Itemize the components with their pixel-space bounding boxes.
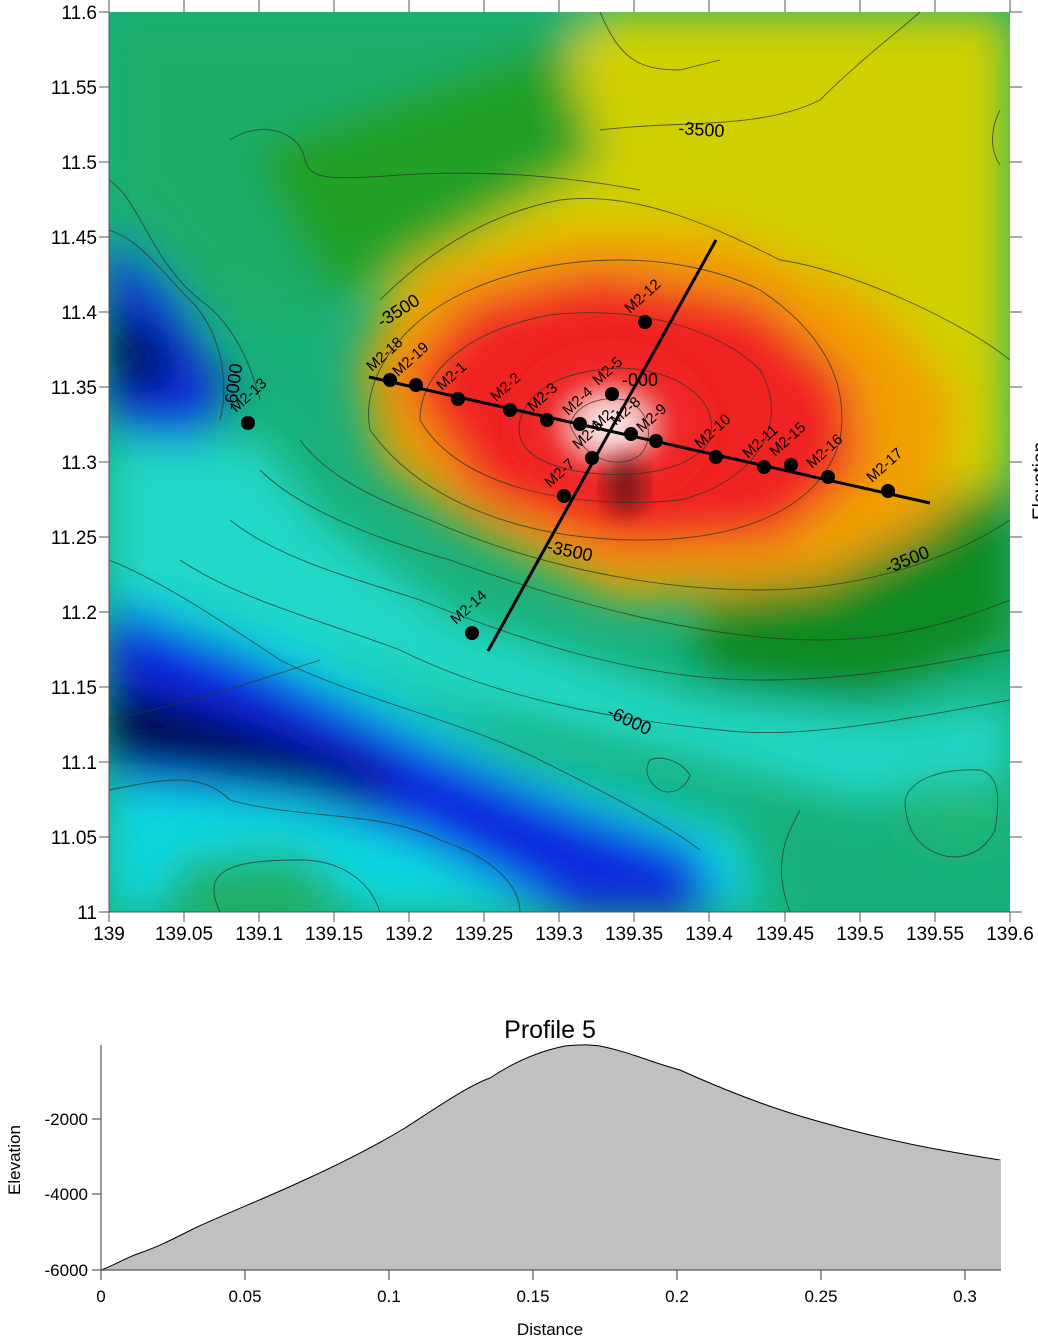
svg-text:139.5: 139.5 <box>836 924 884 945</box>
svg-text:11.5: 11.5 <box>61 153 97 174</box>
map-axes <box>99 0 1022 922</box>
svg-text:139.35: 139.35 <box>605 924 663 945</box>
map-raster: M2-18 M2-19 M2-1 M2-2 M2-3 M2-4 M2-5 M2-… <box>109 12 1010 912</box>
svg-text:11.4: 11.4 <box>61 303 97 324</box>
svg-text:11.25: 11.25 <box>51 528 97 549</box>
profile-area <box>100 1044 1001 1271</box>
svg-text:139.4: 139.4 <box>685 924 733 945</box>
svg-text:0.1: 0.1 <box>377 1287 401 1306</box>
map-x-tick-labels: 139 139.05 139.1 139.15 139.2 139.25 139… <box>93 924 1034 945</box>
svg-text:11.55: 11.55 <box>51 78 97 99</box>
svg-text:0: 0 <box>96 1287 105 1306</box>
profile-y-axis-label: Elevation <box>5 1125 24 1195</box>
profile-y-tick-labels: -2000 -4000 -6000 <box>45 1110 88 1280</box>
svg-text:139: 139 <box>93 924 125 945</box>
svg-text:139.25: 139.25 <box>455 924 513 945</box>
svg-text:11.2: 11.2 <box>61 603 97 624</box>
svg-text:0.3: 0.3 <box>953 1287 977 1306</box>
svg-text:139.15: 139.15 <box>305 924 363 945</box>
svg-text:139.05: 139.05 <box>155 924 213 945</box>
svg-text:0.25: 0.25 <box>804 1287 837 1306</box>
profile-axes <box>92 1045 1001 1280</box>
bathymetry-contour-map: M2-18 M2-19 M2-1 M2-2 M2-3 M2-4 M2-5 M2-… <box>51 0 1038 945</box>
svg-text:-2000: -2000 <box>45 1110 88 1129</box>
svg-text:-3500: -3500 <box>678 118 725 141</box>
side-elevation-label: Elevation <box>1030 442 1038 520</box>
station-markers <box>241 315 895 640</box>
svg-text:-4000: -4000 <box>45 1185 88 1204</box>
svg-text:0.05: 0.05 <box>228 1287 261 1306</box>
svg-text:0.2: 0.2 <box>665 1287 689 1306</box>
svg-text:0.15: 0.15 <box>516 1287 549 1306</box>
svg-text:11.35: 11.35 <box>51 378 97 399</box>
svg-text:11.05: 11.05 <box>51 828 97 849</box>
svg-text:11.1: 11.1 <box>61 753 97 774</box>
profile-x-tick-labels: 0 0.05 0.1 0.15 0.2 0.25 0.3 <box>96 1287 977 1306</box>
svg-text:-000: -000 <box>622 370 658 390</box>
svg-text:11.45: 11.45 <box>51 228 97 249</box>
profile-chart: Profile 5 -2000 -4000 -6000 0 0.05 0.1 0… <box>5 1016 1001 1339</box>
svg-text:139.3: 139.3 <box>535 924 583 945</box>
svg-text:139.55: 139.55 <box>906 924 964 945</box>
svg-text:-6000: -6000 <box>45 1261 88 1280</box>
svg-text:11.6: 11.6 <box>61 3 97 24</box>
map-y-tick-labels: 11.6 11.55 11.5 11.45 11.4 11.35 11.3 11… <box>51 3 98 924</box>
svg-text:139.2: 139.2 <box>385 924 433 945</box>
svg-text:139.1: 139.1 <box>235 924 283 945</box>
profile-title: Profile 5 <box>504 1016 596 1044</box>
svg-text:11.3: 11.3 <box>61 453 97 474</box>
profile-x-axis-label: Distance <box>517 1320 583 1339</box>
svg-text:139.6: 139.6 <box>986 924 1034 945</box>
svg-text:11.15: 11.15 <box>51 678 97 699</box>
svg-text:11: 11 <box>77 903 97 924</box>
svg-text:139.45: 139.45 <box>756 924 814 945</box>
